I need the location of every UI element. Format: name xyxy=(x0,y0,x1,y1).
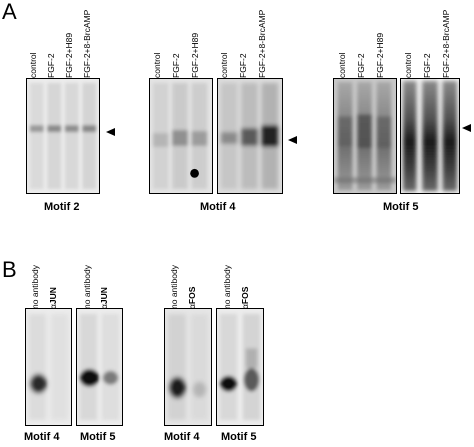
gel-motif-5-right xyxy=(400,78,460,194)
lane-label: FGF-2+H89 xyxy=(64,32,74,78)
lane-label: FGF-2 xyxy=(46,53,56,78)
lane-label: control xyxy=(28,52,38,78)
lane-label: αFOS xyxy=(187,286,197,309)
lane-label: no antibody xyxy=(169,265,179,309)
lane-label: αFOS xyxy=(240,286,250,309)
motif-label: Motif 5 xyxy=(221,431,257,443)
lane-label: FGF-2 xyxy=(238,53,248,78)
motif-label: Motif 4 xyxy=(200,201,236,213)
lane-label: αJUN xyxy=(48,287,58,309)
motif-label: Motif 4 xyxy=(24,431,60,443)
lane-label: control xyxy=(403,52,413,78)
gel-fos-motif-5 xyxy=(216,308,264,426)
motif-label: Motif 2 xyxy=(44,201,80,213)
band-arrow xyxy=(462,124,471,132)
gel-fos-motif-4 xyxy=(164,308,212,426)
motif-label: Motif 4 xyxy=(164,431,200,443)
lane-label: FGF-2+8-BrcAMP xyxy=(257,9,267,78)
lane-label: control xyxy=(337,52,347,78)
lane-label: FGF-2 xyxy=(356,53,366,78)
band-arrow xyxy=(106,128,115,136)
motif-label: Motif 5 xyxy=(383,201,419,213)
gel-jun-motif-5 xyxy=(76,308,123,426)
lane-label: FGF-2+H89 xyxy=(190,32,200,78)
lane-label: FGF-2+H89 xyxy=(375,32,385,78)
gel-motif-2 xyxy=(26,78,100,194)
gel-motif-5-left xyxy=(333,78,397,194)
lane-label: FGF-2+8-BrcAMP xyxy=(441,9,451,78)
lane-label: no antibody xyxy=(30,265,40,309)
gel-motif-4-right xyxy=(217,78,283,194)
panel-b-letter: B xyxy=(2,257,17,282)
lane-label: no antibody xyxy=(222,265,232,309)
panel-a-letter: A xyxy=(2,0,17,24)
lane-label: FGF-2+8-BrcAMP xyxy=(82,9,92,78)
lane-label: FGF-2 xyxy=(422,53,432,78)
lane-label: αJUN xyxy=(99,287,109,309)
lane-label: no antibody xyxy=(82,265,92,309)
lane-label: control xyxy=(219,52,229,78)
gel-jun-motif-4 xyxy=(25,308,72,426)
band-arrow xyxy=(288,136,297,144)
lane-label: FGF-2 xyxy=(171,53,181,78)
lane-label: control xyxy=(152,52,162,78)
motif-label: Motif 5 xyxy=(80,431,116,443)
gel-motif-4-left xyxy=(149,78,213,194)
